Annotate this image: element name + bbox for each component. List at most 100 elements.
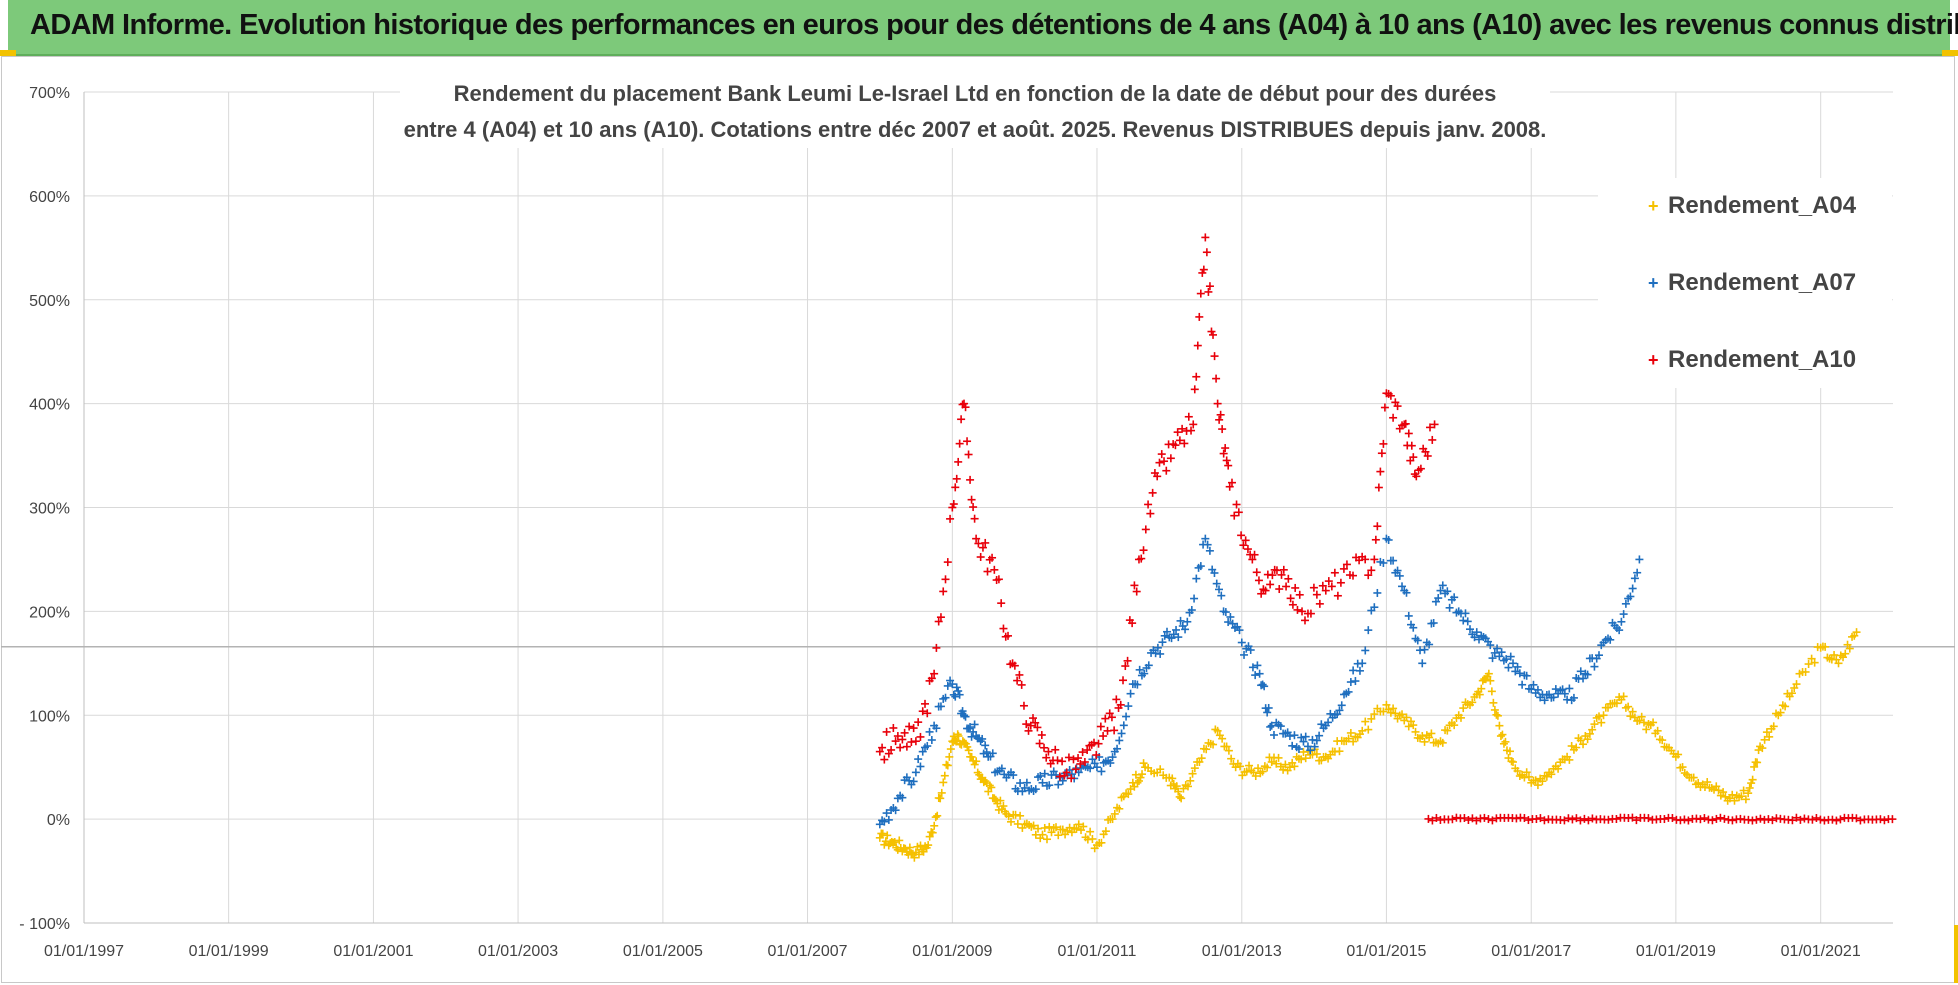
data-point-fill (941, 575, 950, 584)
data-point-fill (1621, 599, 1630, 608)
data-point-fill (967, 752, 976, 761)
data-point-fill (1163, 627, 1172, 636)
data-point-fill (916, 732, 925, 741)
data-point-fill (921, 699, 930, 708)
data-point-fill (902, 742, 911, 751)
data-point-fill (1355, 666, 1364, 675)
data-point-fill (1391, 709, 1400, 718)
x-tick-label: 01/01/2001 (333, 943, 413, 960)
data-point-fill (1301, 732, 1310, 741)
data-point-fill (943, 761, 952, 770)
data-point-fill (900, 728, 909, 737)
data-point-fill (1411, 727, 1420, 736)
data-point-fill (1674, 750, 1683, 759)
zero-run-point (1712, 814, 1721, 823)
data-point-fill (1346, 728, 1355, 737)
x-tick-label: 01/01/1999 (189, 943, 269, 960)
data-point-fill (1184, 412, 1193, 421)
data-point-fill (1293, 605, 1302, 614)
data-point (1509, 659, 1518, 668)
data-point-fill (1651, 729, 1660, 738)
data-point-fill (1218, 734, 1227, 743)
data-point-fill (1212, 579, 1221, 588)
y-tick-label: 100% (29, 708, 70, 725)
data-point-fill (1011, 810, 1020, 819)
data-point-fill (918, 707, 927, 716)
data-point-fill (1042, 835, 1051, 844)
data-point-fill (1421, 447, 1430, 456)
banner: ADAM Informe. Evolution historique des p… (8, 0, 1958, 56)
data-point-fill (1174, 633, 1183, 642)
data-point-fill (1606, 635, 1615, 644)
data-point-fill (1155, 458, 1164, 467)
data-point-fill (1373, 588, 1382, 597)
x-tick-label: 01/01/2009 (912, 943, 992, 960)
chart-title-line-2: entre 4 (A04) et 10 ans (A10). Cotations… (403, 117, 1547, 142)
data-point-fill (1193, 757, 1202, 766)
data-point-fill (1542, 690, 1551, 699)
data-point-fill (878, 829, 887, 838)
data-point (1599, 711, 1608, 720)
data-point-fill (1483, 672, 1492, 681)
data-point-fill (1694, 778, 1703, 787)
data-point-fill (1176, 616, 1185, 625)
data-point-fill (1497, 648, 1506, 657)
data-point-fill (1009, 771, 1018, 780)
data-point-fill (1705, 783, 1714, 792)
data-point-fill (1018, 787, 1027, 796)
data-point-fill (916, 762, 925, 771)
data-point-fill (1409, 721, 1418, 730)
data-point-fill (1015, 670, 1024, 679)
data-point-fill (1246, 646, 1255, 655)
data-point-fill (1004, 631, 1013, 640)
data-point-fill (1058, 825, 1067, 834)
data-point-fill (1750, 762, 1759, 771)
data-point-fill (1531, 776, 1540, 785)
data-point-fill (1240, 650, 1249, 659)
zero-run-point (1612, 815, 1621, 824)
data-point-fill (1192, 574, 1201, 583)
data-point-fill (1714, 786, 1723, 795)
data-point-fill (1235, 626, 1244, 635)
data-point-fill (1108, 815, 1117, 824)
data-point-fill (1504, 663, 1513, 672)
data-point-fill (1450, 593, 1459, 602)
data-point-fill (1427, 729, 1436, 738)
data-point-fill (1364, 725, 1373, 734)
data-point-fill (1379, 707, 1388, 716)
data-point-fill (1277, 570, 1286, 579)
zero-run-point (1676, 816, 1685, 825)
data-point-fill (997, 599, 1006, 608)
data-point-fill (1312, 736, 1321, 745)
data-point-fill (1522, 768, 1531, 777)
data-point-fill (1459, 616, 1468, 625)
data-point-fill (1353, 659, 1362, 668)
legend-label: Rendement_A10 (1668, 346, 1857, 373)
data-point-fill (1175, 436, 1184, 445)
zero-run-point (1564, 814, 1573, 823)
data-point-fill (945, 752, 954, 761)
x-tick-label: 01/01/2007 (767, 943, 847, 960)
data-point-fill (1420, 737, 1429, 746)
data-point-fill (1224, 618, 1233, 627)
data-point-fill (1804, 660, 1813, 669)
data-point-fill (1138, 770, 1147, 779)
data-point-fill (982, 748, 991, 757)
data-point (1177, 794, 1186, 803)
data-point-fill (1088, 834, 1097, 843)
data-point-fill (1630, 574, 1639, 583)
data-point-fill (1076, 759, 1085, 768)
zero-run-point (1888, 815, 1897, 824)
zero-run-point (1584, 816, 1593, 825)
data-point-fill (1312, 590, 1321, 599)
data-point-fill (1330, 568, 1339, 577)
data-point-fill (1565, 684, 1574, 693)
zero-run-point (1464, 816, 1473, 825)
data-point-fill (1477, 684, 1486, 693)
data-point-fill (1429, 618, 1438, 627)
data-point-fill (921, 842, 930, 851)
data-point-fill (1112, 695, 1121, 704)
data-point-fill (1810, 658, 1819, 667)
data-point-fill (969, 727, 978, 736)
data-point-fill (1205, 546, 1214, 555)
